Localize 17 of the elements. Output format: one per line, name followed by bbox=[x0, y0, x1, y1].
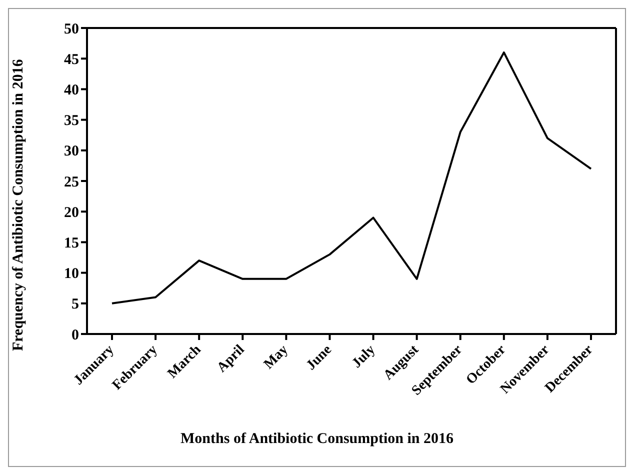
y-tick-label: 5 bbox=[72, 296, 79, 313]
y-tick-label: 45 bbox=[64, 52, 79, 68]
y-tick-label: 50 bbox=[64, 21, 79, 38]
y-tick-label: 20 bbox=[64, 204, 79, 221]
y-tick-label: 0 bbox=[72, 327, 79, 344]
y-tick-label: 10 bbox=[64, 266, 79, 282]
x-tick-label: July bbox=[350, 342, 378, 372]
y-axis-title: Frequency of Antibiotic Consumption in 2016 bbox=[10, 58, 26, 351]
line-series bbox=[111, 51, 592, 304]
y-tick-label: 35 bbox=[64, 113, 79, 130]
y-tick-label: 25 bbox=[64, 174, 79, 190]
y-tick-label: 30 bbox=[64, 144, 79, 160]
y-tick-label: 40 bbox=[64, 82, 79, 99]
x-tick-label: May bbox=[261, 342, 292, 372]
x-axis-title: Months of Antibiotic Consumption in 2016 bbox=[180, 431, 454, 448]
x-tick-label: June bbox=[304, 342, 335, 374]
y-tick-label: 15 bbox=[64, 236, 79, 252]
